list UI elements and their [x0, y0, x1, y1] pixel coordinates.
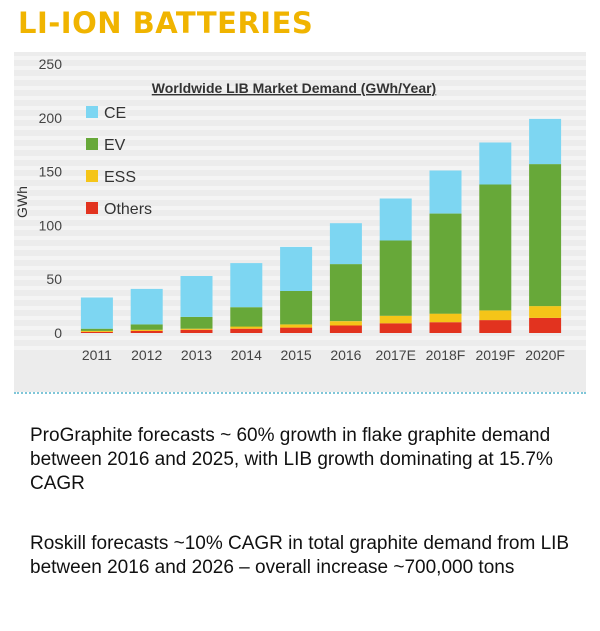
section-divider [14, 392, 586, 394]
bar-segment-ess-2013 [180, 328, 213, 330]
y-tick-label: 100 [39, 217, 63, 233]
x-tick-label: 2020F [525, 347, 565, 363]
bar-segment-others-2020f [529, 317, 562, 333]
bar-segment-others-2014 [230, 328, 263, 333]
bar-segment-ce-2018f [429, 170, 462, 214]
y-tick-label: 200 [39, 110, 63, 126]
y-tick-label: 50 [46, 271, 62, 287]
x-tick-label: 2012 [131, 347, 162, 363]
legend-label-ev: EV [104, 137, 126, 154]
x-tick-label: 2014 [231, 347, 262, 363]
page-title: LI-ION BATTERIES [18, 6, 314, 40]
bar-segment-ce-2020f [529, 118, 562, 165]
stacked-bar-chart: 0 50 100 150 200 250 2011 2012 2013 2014 2015 2016… [14, 56, 586, 363]
bar-segment-ev-2012 [130, 324, 163, 330]
bar-segment-ce-2011 [80, 297, 113, 329]
bar-segment-ev-2019f [479, 184, 512, 311]
y-axis-label: GWh [14, 186, 30, 218]
bar-segment-ce-2017e [379, 198, 412, 241]
x-tick-label: 2017E [375, 347, 415, 363]
bar-segment-ev-2017e [379, 240, 412, 316]
legend-label-others: Others [104, 201, 152, 218]
bar-segment-ev-2015 [280, 291, 313, 325]
bar-segment-ev-2020f [529, 164, 562, 307]
chart-panel: 0 50 100 150 200 250 2011 2012 2013 2014 2015 2016… [14, 52, 586, 392]
bar-segment-ess-2014 [230, 326, 263, 329]
bar-segment-ce-2016 [329, 223, 362, 265]
bar-segment-ce-2014 [230, 263, 263, 308]
legend-label-ce: CE [104, 105, 126, 122]
bar-segment-others-2018f [429, 322, 462, 333]
x-tick-label: 2013 [181, 347, 212, 363]
x-tick-label: 2016 [330, 347, 361, 363]
bar-segment-others-2013 [180, 329, 213, 333]
bar-segment-ess-2015 [280, 324, 313, 328]
bar-segment-ce-2015 [280, 246, 313, 291]
x-tick-label: 2018F [426, 347, 466, 363]
bar-segment-ce-2019f [479, 142, 512, 185]
bar-segment-ev-2018f [429, 213, 462, 314]
legend-swatch-others [86, 202, 98, 214]
bar-segment-ess-2012 [130, 329, 163, 331]
legend-swatch-ess [86, 170, 98, 182]
y-tick-label: 250 [39, 56, 63, 72]
bar-segment-others-2012 [130, 330, 163, 333]
bar-segment-ev-2013 [180, 316, 213, 329]
legend-swatch-ce [86, 106, 98, 118]
y-tick-label: 150 [39, 164, 63, 180]
bar-segment-ess-2019f [479, 310, 512, 321]
bar-segment-ess-2016 [329, 321, 362, 326]
y-tick-label: 0 [54, 325, 62, 341]
chart-title: Worldwide LIB Market Demand (GWh/Year) [152, 80, 436, 96]
bar-segment-ev-2014 [230, 307, 263, 327]
roskill-forecast-text: Roskill forecasts ~10% CAGR in total gra… [30, 533, 570, 578]
prographite-forecast-text: ProGraphite forecasts ~ 60% growth in fl… [30, 425, 553, 494]
bar-segment-others-2019f [479, 320, 512, 333]
bar-segment-others-2011 [80, 331, 113, 333]
x-tick-label: 2015 [281, 347, 312, 363]
bar-segment-ess-2018f [429, 313, 462, 323]
legend-swatch-ev [86, 138, 98, 150]
bar-segment-ess-2017e [379, 315, 412, 324]
x-tick-label: 2011 [82, 347, 112, 363]
bar-segment-others-2015 [280, 327, 313, 333]
bar-segment-ce-2012 [130, 288, 163, 325]
bar-segment-ev-2011 [80, 328, 113, 331]
legend-label-ess: ESS [104, 169, 136, 186]
bar-segment-ev-2016 [329, 264, 362, 322]
x-tick-label: 2019F [475, 347, 515, 363]
bar-segment-others-2017e [379, 323, 412, 333]
bar-segment-others-2016 [329, 325, 362, 333]
bar-segment-ce-2013 [180, 276, 213, 317]
bar-segment-ess-2020f [529, 306, 562, 318]
bar-segment-ess-2011 [80, 330, 113, 332]
